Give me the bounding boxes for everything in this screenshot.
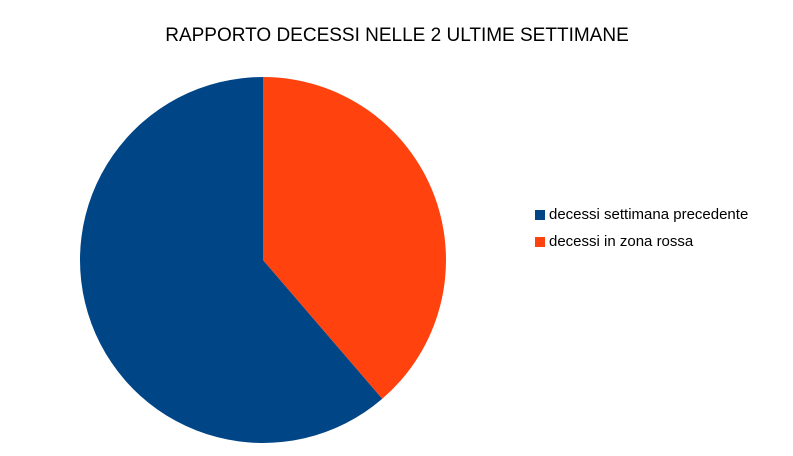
pie-slice xyxy=(263,77,447,399)
legend-label: decessi in zona rossa xyxy=(549,233,694,250)
legend-label: decessi settimana precedente xyxy=(549,206,748,223)
chart-title: RAPPORTO DECESSI NELLE 2 ULTIME SETTIMAN… xyxy=(165,25,629,46)
legend-swatch xyxy=(535,210,545,220)
legend-swatch xyxy=(535,237,545,247)
pie-slice xyxy=(80,77,383,443)
